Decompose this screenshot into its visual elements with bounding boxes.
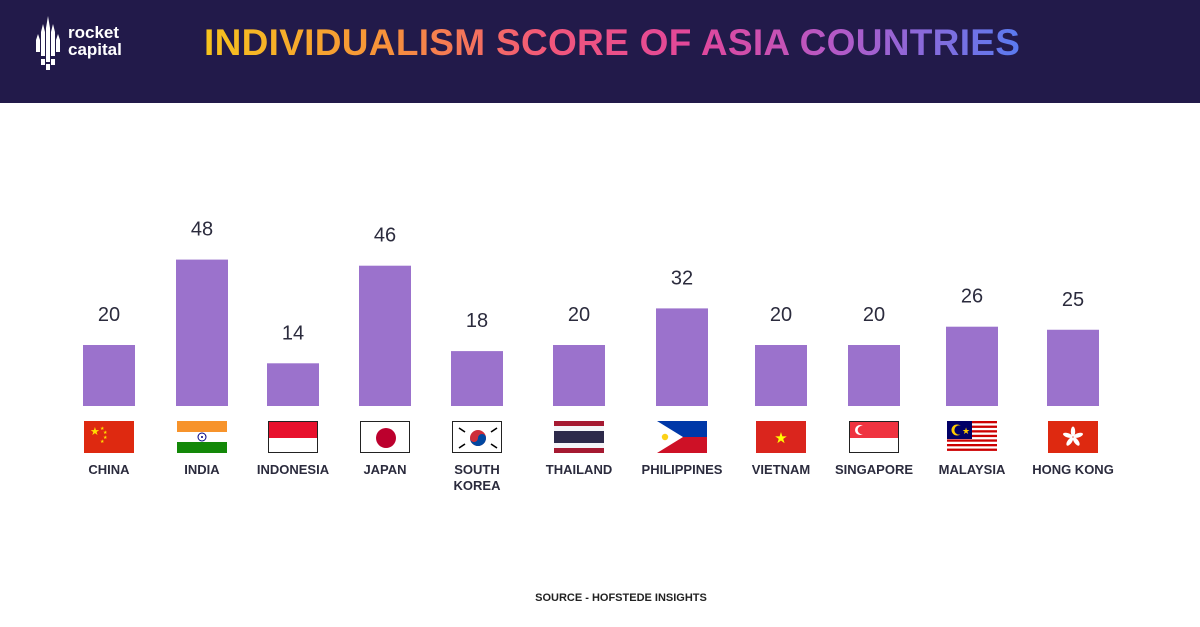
india-flag-icon [177, 421, 227, 453]
bar-singapore [848, 345, 900, 406]
china-flag-icon: ★ ★ ★ ★ ★ [84, 421, 134, 453]
category-label-india: INDIA [184, 462, 220, 477]
logo-text: rocket capital [68, 23, 122, 59]
value-label-south-korea: 18 [466, 310, 488, 332]
bar-china [83, 345, 135, 406]
south-korea-flag-icon [452, 421, 502, 453]
vietnam-flag-icon: ★ [756, 421, 806, 453]
category-label-thailand: THAILAND [545, 462, 613, 477]
bar-japan [359, 265, 411, 406]
thailand-flag-icon [554, 421, 604, 453]
category-label-indonesia: INDONESIA [256, 462, 330, 477]
svg-text:★: ★ [103, 435, 108, 441]
category-label-singapore: SINGAPORE [834, 462, 913, 477]
bar-vietnam [755, 345, 807, 406]
japan-flag-icon [360, 421, 410, 453]
value-label-indonesia: 14 [282, 322, 304, 344]
svg-text:★: ★ [103, 430, 108, 436]
bar-philippines [656, 308, 708, 406]
header-banner: rocket capital INDIVIDUALISM SCORE OF AS… [0, 0, 1200, 103]
value-label-japan: 46 [374, 225, 396, 247]
bar-south-korea [451, 351, 503, 406]
bar-thailand [553, 345, 605, 406]
category-label-vietnam: VIETNAM [751, 462, 811, 477]
value-label-hong-kong: 25 [1062, 289, 1084, 311]
bar-indonesia [267, 363, 319, 406]
bar-hong-kong [1047, 329, 1099, 406]
rocket-capital-logo: rocket capital [34, 16, 144, 72]
category-label-south-korea: SOUTH KOREA [453, 462, 501, 493]
value-label-singapore: 20 [863, 304, 885, 326]
value-label-vietnam: 20 [770, 304, 792, 326]
bar-india [176, 259, 228, 406]
value-label-thailand: 20 [568, 304, 590, 326]
chart-title: INDIVIDUALISM SCORE OF ASIA COUNTRIES [204, 22, 1021, 63]
category-label-malaysia: MALAYSIA [938, 462, 1006, 477]
value-label-china: 20 [98, 304, 120, 326]
value-label-malaysia: 26 [961, 286, 983, 308]
svg-text:★: ★ [100, 426, 105, 432]
value-label-philippines: 32 [671, 267, 693, 289]
bar-malaysia [946, 326, 998, 406]
source-note: SOURCE - HOFSTEDE INSIGHTS [535, 592, 707, 604]
category-label-philippines: PHILIPPINES [641, 462, 723, 477]
svg-text:★: ★ [774, 430, 787, 447]
category-label-japan: JAPAN [363, 462, 407, 477]
philippines-flag-icon [657, 421, 707, 453]
hong-kong-flag-icon [1048, 421, 1098, 453]
category-label-hong-kong: HONG KONG [1032, 462, 1114, 477]
svg-text:★: ★ [962, 426, 970, 436]
svg-text:★: ★ [100, 439, 105, 445]
rocket-logo-icon [36, 16, 60, 70]
malaysia-flag-icon: ★ [947, 421, 997, 453]
svg-text:★: ★ [90, 426, 100, 438]
category-label-china: CHINA [88, 462, 130, 477]
bar-chart: 20 48 14 46 18 20 32 20 20 26 25 [83, 219, 1099, 406]
value-label-india: 48 [191, 219, 213, 241]
singapore-flag-icon [849, 421, 899, 453]
indonesia-flag-icon [268, 421, 318, 453]
